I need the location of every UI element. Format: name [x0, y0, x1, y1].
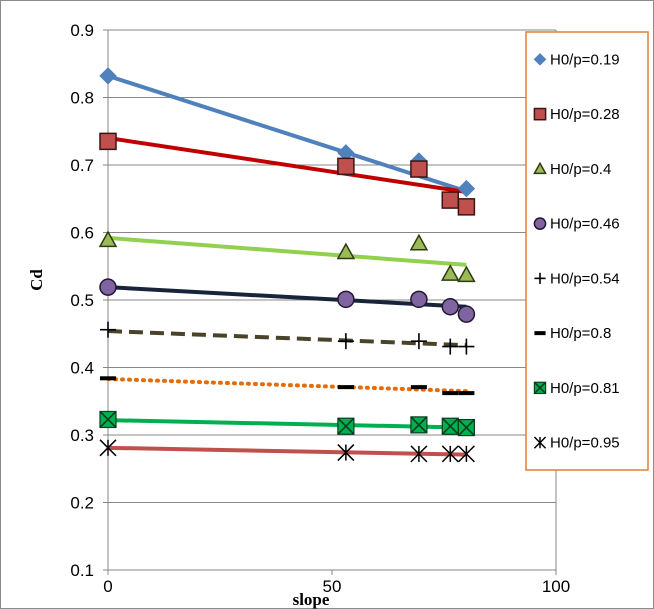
legend-key-plus	[534, 272, 546, 284]
data-point	[458, 338, 475, 355]
data-markers	[98, 67, 476, 463]
data-point	[99, 278, 117, 296]
data-point	[98, 230, 118, 248]
data-point	[100, 321, 116, 338]
legend-item: H0/p=0.4	[533, 161, 611, 178]
y-tick-label: 0.7	[70, 156, 94, 175]
legend-item: H0/p=0.54	[534, 270, 620, 287]
legend-key-star-x	[533, 436, 547, 449]
y-tick-label: 0.3	[70, 426, 94, 445]
data-point	[99, 410, 117, 429]
legend-label: H0/p=0.95	[550, 435, 620, 452]
data-point	[441, 191, 460, 209]
legend-label: H0/p=0.46	[550, 216, 620, 233]
data-point	[457, 305, 476, 323]
trendline	[107, 285, 467, 309]
data-point	[457, 179, 476, 198]
data-point	[99, 439, 117, 457]
y-tick-label: 0.9	[70, 21, 94, 40]
data-point	[457, 198, 476, 216]
data-point	[337, 417, 355, 435]
y-axis-title: Cd	[27, 269, 46, 291]
data-point	[410, 445, 428, 463]
legend-item: H0/p=0.95	[533, 435, 620, 452]
data-point	[337, 333, 354, 350]
data-point	[337, 157, 355, 176]
legend-key-square-x	[533, 381, 547, 395]
data-point	[457, 265, 476, 283]
legend-key-square	[533, 107, 547, 121]
data-point	[410, 160, 428, 178]
legend-label: H0/p=0.19	[550, 51, 620, 68]
legend-label: H0/p=0.28	[550, 106, 620, 123]
legend-item: H0/p=0.46	[533, 216, 620, 233]
y-tick-label: 0.6	[70, 224, 94, 243]
legend-item: H0/p=0.8	[534, 325, 611, 342]
legend-item: H0/p=0.19	[533, 51, 620, 68]
data-point	[441, 417, 459, 435]
data-point	[337, 290, 355, 309]
trendline	[107, 329, 467, 348]
legend: H0/p=0.19 H0/p=0.28 H0/p=0.4 H0/p=0.46 H0/p=…	[525, 31, 649, 471]
x-tick-label: 100	[542, 577, 570, 596]
legend-item: H0/p=0.28	[533, 106, 620, 123]
y-tick-label: 0.1	[70, 561, 94, 580]
data-point	[441, 298, 460, 316]
data-point	[410, 416, 428, 434]
legend-label: H0/p=0.4	[550, 161, 611, 178]
legend-label: H0/p=0.81	[550, 380, 620, 397]
legend-label: H0/p=0.8	[550, 325, 611, 342]
legend-key-circle	[533, 217, 547, 230]
data-point	[441, 445, 459, 463]
legend-box	[525, 31, 649, 471]
legend-label: H0/p=0.54	[550, 270, 620, 287]
x-axis-title: slope	[293, 590, 330, 609]
data-point	[410, 290, 428, 309]
legend-key-diamond	[533, 53, 547, 66]
legend-item: H0/p=0.81	[533, 380, 620, 397]
trendlines	[106, 73, 469, 457]
y-tick-label: 0.5	[70, 291, 94, 310]
data-point	[99, 132, 117, 151]
data-point	[457, 418, 475, 437]
trendline	[107, 73, 468, 194]
plot-area	[87, 18, 535, 585]
trendline	[107, 136, 467, 194]
y-tick-label: 0.4	[70, 359, 94, 378]
data-point	[337, 444, 355, 462]
data-point	[99, 67, 117, 85]
y-tick-label: 0.8	[70, 89, 94, 108]
data-point	[442, 338, 459, 355]
data-point	[410, 333, 427, 350]
trendline	[107, 235, 467, 267]
x-tick-label: 0	[103, 577, 112, 596]
data-point	[457, 445, 475, 463]
y-tick-label: 0.2	[70, 494, 94, 513]
x-tick-label: 50	[323, 577, 342, 596]
data-point	[440, 264, 460, 281]
trendline	[107, 418, 467, 430]
data-point	[336, 242, 356, 260]
legend-key-triangle	[533, 161, 547, 175]
trendline	[107, 445, 467, 457]
data-point	[409, 233, 429, 251]
